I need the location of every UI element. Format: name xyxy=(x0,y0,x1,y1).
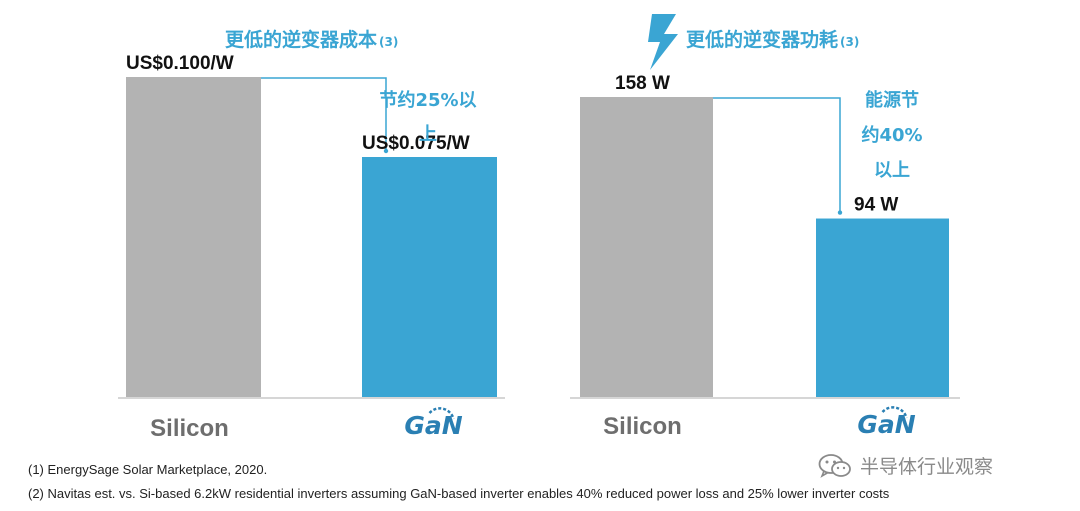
chart1-annotation-line-1: 节约25%以 xyxy=(379,89,476,111)
chart2-category-gan: GaN xyxy=(857,410,915,439)
chart1-annotation-line-2: 上 xyxy=(419,124,437,145)
chart2-bar-silicon xyxy=(580,97,713,397)
chart1-title: 更低的逆变器成本 xyxy=(225,28,377,51)
footnotes: (1) EnergySage Solar Marketplace, 2020. … xyxy=(28,458,889,506)
chart2-annotation-line-1: 能源节 xyxy=(865,89,919,111)
chart1-title-note: (3) xyxy=(379,35,398,49)
footnote-1: (1) EnergySage Solar Marketplace, 2020. xyxy=(28,462,268,477)
chart1-bar-gan xyxy=(362,157,497,397)
chart2-gan-logo-arc-icon xyxy=(881,406,908,419)
chart1-gan-logo-arc-icon xyxy=(428,407,455,420)
chart2-title-note: (3) xyxy=(840,35,859,49)
chart2-value-label-gan: 94 W xyxy=(854,195,898,216)
chart1-bar-silicon xyxy=(126,77,261,397)
chart2-category-silicon: Silicon xyxy=(603,413,682,440)
chart2-title: 更低的逆变器功耗 xyxy=(686,28,838,51)
footnote-2: (2) Navitas est. vs. Si-based 6.2kW resi… xyxy=(28,486,890,501)
watermark: 半导体行业观察 xyxy=(818,452,993,479)
chart1-bracket-end xyxy=(383,148,389,154)
chart2-bracket-end xyxy=(837,210,843,215)
chart2-bracket xyxy=(713,97,841,213)
chart2-annotation-line-2: 约40% xyxy=(861,124,922,146)
chart1-value-label-gan: US$0.075/W xyxy=(362,133,470,154)
chart2-bar-gan xyxy=(816,218,949,397)
chart1-category-gan: GaN xyxy=(404,411,462,440)
lightning-bolt-icon xyxy=(648,14,678,70)
chart2-value-label-silicon: 158 W xyxy=(615,73,670,94)
chart2-annotation-line-3: 以上 xyxy=(874,160,910,181)
wechat-icon xyxy=(818,453,851,478)
chart1-category-silicon: Silicon xyxy=(150,415,229,442)
watermark-text: 半导体行业观察 xyxy=(860,456,994,478)
chart1-bracket xyxy=(261,77,387,151)
chart1-value-label-silicon: US$0.100/W xyxy=(126,53,234,74)
